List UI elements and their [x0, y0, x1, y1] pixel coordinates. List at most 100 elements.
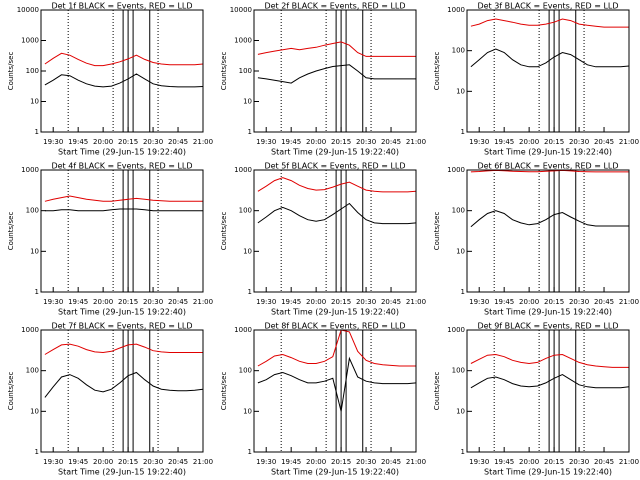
x-tick-label: 19:30	[43, 458, 63, 466]
y-tick-label: 1000	[234, 326, 252, 334]
y-tick-label: 10	[30, 98, 39, 106]
plot-frame	[40, 329, 204, 453]
x-tick-label: 20:00	[306, 298, 326, 306]
x-tick-label: 20:15	[331, 458, 351, 466]
y-axis-label: Counts/sec	[433, 52, 441, 91]
x-tick-label: 21:00	[406, 138, 426, 146]
y-tick-label: 10	[243, 247, 252, 255]
y-axis-label: Counts/sec	[7, 372, 15, 411]
x-tick-label: 20:30	[356, 298, 376, 306]
panel: Det 7f BLACK = Events, RED = LLD Counts/s…	[7, 322, 213, 477]
chart-title: Det 4f BLACK = Events, RED = LLD	[51, 162, 192, 171]
x-tick-label: 19:30	[256, 298, 276, 306]
x-tick-label: 19:30	[469, 298, 489, 306]
x-tick-label: 21:00	[193, 138, 213, 146]
x-axis-label: Start Time (29-Jun-15 19:22:40)	[271, 308, 399, 317]
x-axis-label: Start Time (29-Jun-15 19:22:40)	[58, 468, 186, 477]
x-tick-label: 20:15	[118, 138, 138, 146]
x-tick-label: 19:30	[469, 458, 489, 466]
x-tick-label: 19:30	[256, 458, 276, 466]
x-tick-label: 21:00	[406, 458, 426, 466]
y-tick-label: 100	[452, 47, 465, 55]
x-axis-label: Start Time (29-Jun-15 19:22:40)	[58, 148, 186, 157]
y-tick-label: 10	[243, 407, 252, 415]
x-tick-label: 20:15	[544, 458, 564, 466]
panel: Det 1f BLACK = Events, RED = LLD Counts/s…	[7, 2, 213, 157]
y-tick-label: 1000	[447, 326, 465, 334]
y-axis-label: Counts/sec	[433, 212, 441, 251]
panel: Det 9f BLACK = Events, RED = LLD Counts/s…	[433, 322, 639, 477]
series-line	[44, 343, 203, 355]
x-tick-label: 21:00	[619, 458, 639, 466]
x-tick-label: 21:00	[193, 458, 213, 466]
y-tick-label: 1000	[21, 37, 39, 45]
x-tick-label: 20:45	[168, 458, 188, 466]
x-axis-label: Start Time (29-Jun-15 19:22:40)	[484, 308, 612, 317]
panel: Det 8f BLACK = Events, RED = LLD Counts/s…	[220, 322, 426, 477]
x-tick-label: 19:45	[494, 298, 514, 306]
series-line	[44, 73, 204, 88]
x-tick-label: 20:45	[381, 458, 401, 466]
y-tick-label: 10	[456, 407, 465, 415]
y-tick-label: 1	[248, 128, 252, 136]
x-tick-label: 20:15	[118, 298, 138, 306]
x-tick-label: 20:15	[544, 298, 564, 306]
x-tick-label: 20:30	[143, 298, 163, 306]
chart-title: Det 1f BLACK = Events, RED = LLD	[51, 2, 192, 11]
x-tick-label: 19:30	[43, 298, 63, 306]
y-tick-label: 100	[452, 367, 465, 375]
x-tick-label: 19:45	[281, 298, 301, 306]
x-tick-label: 20:00	[93, 298, 113, 306]
panel: Det 2f BLACK = Events, RED = LLD Counts/s…	[220, 2, 426, 157]
y-tick-label: 100	[239, 67, 252, 75]
x-tick-label: 21:00	[619, 298, 639, 306]
y-tick-label: 1000	[447, 6, 465, 14]
y-tick-label: 1000	[21, 326, 39, 334]
x-tick-label: 20:30	[569, 138, 589, 146]
y-tick-label: 10000	[17, 6, 39, 14]
series-line	[470, 374, 630, 389]
series-line	[470, 210, 629, 228]
x-tick-label: 20:30	[356, 458, 376, 466]
chart-title: Det 5f BLACK = Events, RED = LLD	[264, 162, 405, 171]
x-tick-label: 19:45	[494, 458, 514, 466]
y-tick-label: 10	[456, 87, 465, 95]
chart-title: Det 8f BLACK = Events, RED = LLD	[264, 322, 405, 331]
series-line	[470, 169, 629, 173]
plot-frame	[40, 9, 204, 133]
x-tick-label: 19:30	[256, 138, 276, 146]
x-tick-label: 19:45	[68, 298, 88, 306]
x-tick-label: 20:30	[143, 138, 163, 146]
x-tick-label: 20:00	[519, 298, 539, 306]
y-axis-label: Counts/sec	[7, 52, 15, 91]
x-tick-label: 19:45	[281, 458, 301, 466]
y-tick-label: 1000	[234, 166, 252, 174]
x-tick-label: 19:30	[469, 138, 489, 146]
series-line	[257, 177, 417, 193]
x-tick-label: 20:45	[594, 298, 614, 306]
plot-frame	[253, 9, 417, 133]
series-line	[470, 353, 629, 368]
plot-frame	[466, 169, 630, 293]
series-line	[470, 48, 630, 68]
y-axis-label: Counts/sec	[220, 52, 228, 91]
x-tick-label: 19:45	[281, 138, 301, 146]
y-tick-label: 1000	[21, 166, 39, 174]
x-tick-label: 21:00	[406, 298, 426, 306]
y-tick-label: 1	[461, 288, 465, 296]
x-axis-label: Start Time (29-Jun-15 19:22:40)	[484, 468, 612, 477]
x-tick-label: 19:45	[494, 138, 514, 146]
y-tick-label: 1	[35, 128, 39, 136]
series-line	[44, 52, 204, 67]
x-tick-label: 19:45	[68, 458, 88, 466]
y-tick-label: 10	[456, 247, 465, 255]
plot-frame	[466, 329, 630, 453]
chart-title: Det 7f BLACK = Events, RED = LLD	[51, 322, 192, 331]
series-line	[257, 64, 416, 84]
x-axis-label: Start Time (29-Jun-15 19:22:40)	[271, 468, 399, 477]
x-tick-label: 20:45	[594, 458, 614, 466]
y-tick-label: 1	[35, 288, 39, 296]
panel: Det 4f BLACK = Events, RED = LLD Counts/s…	[7, 162, 213, 317]
y-axis-label: Counts/sec	[433, 372, 441, 411]
series-line	[44, 195, 203, 202]
